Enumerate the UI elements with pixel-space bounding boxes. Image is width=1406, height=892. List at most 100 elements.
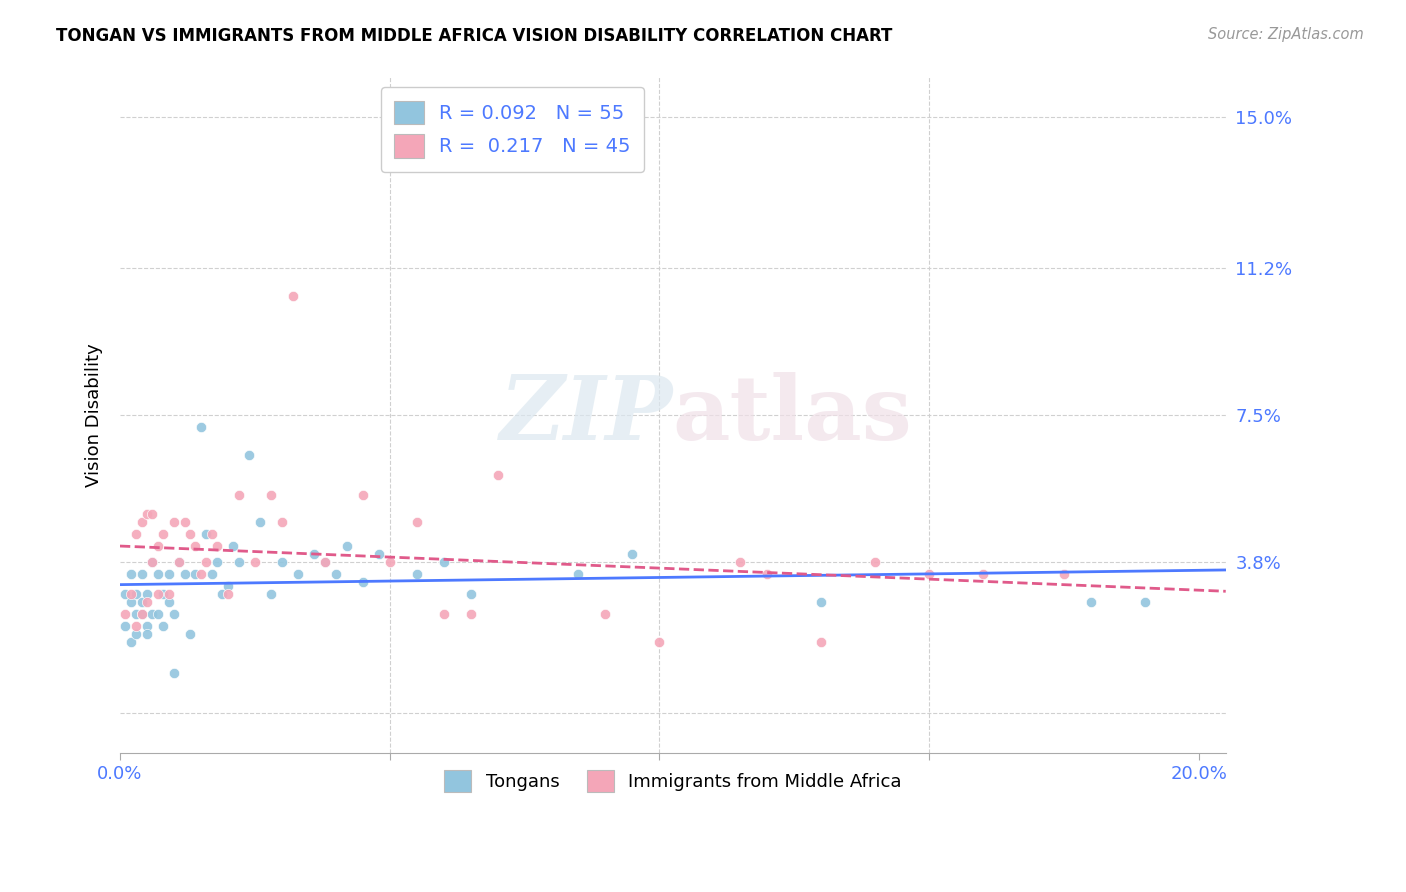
Point xyxy=(287,567,309,582)
Point xyxy=(141,555,163,569)
Point xyxy=(260,487,283,501)
Point xyxy=(146,587,169,601)
Point xyxy=(281,289,304,303)
Point xyxy=(302,547,325,561)
Point xyxy=(152,618,174,632)
Point xyxy=(1053,567,1076,582)
Point xyxy=(169,555,191,569)
Point xyxy=(114,618,136,632)
Point xyxy=(249,516,271,530)
Point xyxy=(131,516,153,530)
Point xyxy=(314,555,336,569)
Point xyxy=(352,574,374,589)
Point xyxy=(228,555,250,569)
Point xyxy=(136,587,159,601)
Point xyxy=(190,420,212,434)
Point xyxy=(270,555,292,569)
Point xyxy=(120,634,142,648)
Point xyxy=(125,587,148,601)
Point xyxy=(810,595,832,609)
Point xyxy=(405,567,427,582)
Point xyxy=(163,516,186,530)
Point xyxy=(270,516,292,530)
Point xyxy=(972,567,994,582)
Point xyxy=(1080,595,1102,609)
Text: ZIP: ZIP xyxy=(499,372,673,458)
Y-axis label: Vision Disability: Vision Disability xyxy=(86,343,103,487)
Legend: Tongans, Immigrants from Middle Africa: Tongans, Immigrants from Middle Africa xyxy=(432,757,914,805)
Point xyxy=(146,567,169,582)
Point xyxy=(567,567,589,582)
Point xyxy=(169,555,191,569)
Point xyxy=(648,634,671,648)
Point xyxy=(260,587,283,601)
Point xyxy=(157,587,180,601)
Point xyxy=(125,626,148,640)
Point xyxy=(163,666,186,681)
Point xyxy=(222,539,245,553)
Point xyxy=(179,527,201,541)
Point xyxy=(184,567,207,582)
Point xyxy=(918,567,941,582)
Point xyxy=(195,527,218,541)
Point xyxy=(131,607,153,621)
Point xyxy=(141,508,163,522)
Point xyxy=(125,527,148,541)
Point xyxy=(217,579,239,593)
Point xyxy=(141,607,163,621)
Point xyxy=(228,487,250,501)
Point xyxy=(335,539,357,553)
Point xyxy=(243,555,266,569)
Point xyxy=(325,567,347,582)
Point xyxy=(146,607,169,621)
Point xyxy=(367,547,389,561)
Point xyxy=(131,567,153,582)
Point xyxy=(184,539,207,553)
Point xyxy=(1133,595,1156,609)
Point xyxy=(136,508,159,522)
Point xyxy=(205,539,228,553)
Point xyxy=(190,567,212,582)
Point xyxy=(120,567,142,582)
Point xyxy=(131,595,153,609)
Point xyxy=(136,595,159,609)
Point xyxy=(114,587,136,601)
Point xyxy=(205,555,228,569)
Point xyxy=(378,555,401,569)
Point xyxy=(433,607,456,621)
Text: TONGAN VS IMMIGRANTS FROM MIDDLE AFRICA VISION DISABILITY CORRELATION CHART: TONGAN VS IMMIGRANTS FROM MIDDLE AFRICA … xyxy=(56,27,893,45)
Point xyxy=(131,607,153,621)
Point xyxy=(460,607,482,621)
Point xyxy=(756,567,779,582)
Point xyxy=(125,607,148,621)
Point xyxy=(460,587,482,601)
Point xyxy=(211,587,233,601)
Point xyxy=(163,607,186,621)
Point xyxy=(201,527,224,541)
Point xyxy=(810,634,832,648)
Point xyxy=(179,626,201,640)
Point xyxy=(405,516,427,530)
Point xyxy=(125,618,148,632)
Point xyxy=(621,547,644,561)
Point xyxy=(595,607,617,621)
Point xyxy=(152,587,174,601)
Point xyxy=(114,607,136,621)
Point xyxy=(314,555,336,569)
Point xyxy=(195,555,218,569)
Point xyxy=(157,567,180,582)
Point xyxy=(120,595,142,609)
Text: Source: ZipAtlas.com: Source: ZipAtlas.com xyxy=(1208,27,1364,42)
Point xyxy=(486,467,509,482)
Point xyxy=(433,555,456,569)
Point xyxy=(352,487,374,501)
Point xyxy=(120,587,142,601)
Point xyxy=(238,448,260,462)
Point xyxy=(217,587,239,601)
Point xyxy=(201,567,224,582)
Point xyxy=(173,516,195,530)
Point xyxy=(173,567,195,582)
Point xyxy=(730,555,752,569)
Point xyxy=(152,527,174,541)
Point xyxy=(157,595,180,609)
